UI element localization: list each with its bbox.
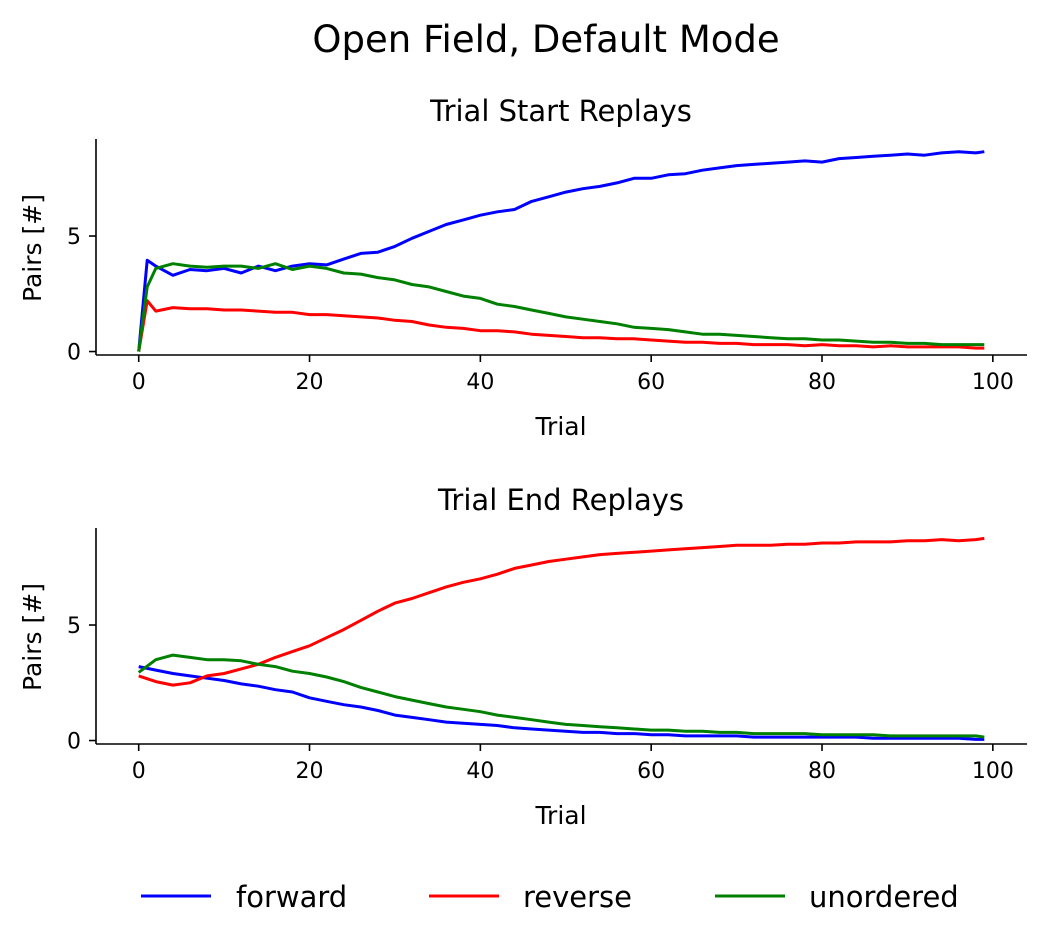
- legend-label-reverse: reverse: [523, 880, 632, 914]
- y-tick-label: 0: [67, 730, 81, 755]
- legend: forward reverse unordered: [141, 880, 959, 914]
- series-line-forward: [137, 150, 985, 352]
- panel-title-end: Trial End Replays: [437, 483, 684, 517]
- series-line-unordered: [137, 653, 985, 739]
- legend-label-forward: forward: [236, 880, 347, 914]
- x-tick-label: 60: [637, 759, 665, 784]
- series-line-unordered: [137, 262, 985, 352]
- x-tick-label: 40: [466, 759, 494, 784]
- x-tick-label: 20: [296, 370, 324, 395]
- x-tick-label: 40: [466, 370, 494, 395]
- x-tick-label: 100: [972, 370, 1014, 395]
- x-tick-label: 0: [132, 370, 146, 395]
- y-tick-label: 5: [67, 225, 81, 250]
- series-line-reverse: [138, 536, 985, 687]
- x-axis-label-start: Trial: [534, 412, 586, 441]
- panel-title-start: Trial Start Replays: [429, 94, 692, 128]
- series-line-reverse: [137, 299, 985, 352]
- y-axis-label-start: Pairs [#]: [18, 194, 47, 302]
- x-tick-label: 60: [637, 370, 665, 395]
- legend-label-unordered: unordered: [809, 880, 959, 914]
- x-axis-label-end: Trial: [534, 801, 586, 830]
- series-line-forward: [138, 665, 985, 741]
- x-tick-label: 80: [808, 370, 836, 395]
- panel-trial-start: Trial Start Replays Trial Pairs [#] 0 20 4…: [18, 94, 1027, 441]
- y-axis-label-end: Pairs [#]: [18, 583, 47, 691]
- panel-trial-end: Trial End Replays Trial Pairs [#] 0 20 40 6…: [18, 483, 1027, 830]
- x-tick-label: 80: [808, 759, 836, 784]
- figure-title: Open Field, Default Mode: [312, 18, 779, 61]
- x-tick-label: 20: [296, 759, 324, 784]
- y-tick-label: 5: [67, 614, 81, 639]
- y-tick-label: 0: [67, 341, 81, 366]
- x-tick-label: 0: [132, 759, 146, 784]
- x-tick-label: 100: [972, 759, 1014, 784]
